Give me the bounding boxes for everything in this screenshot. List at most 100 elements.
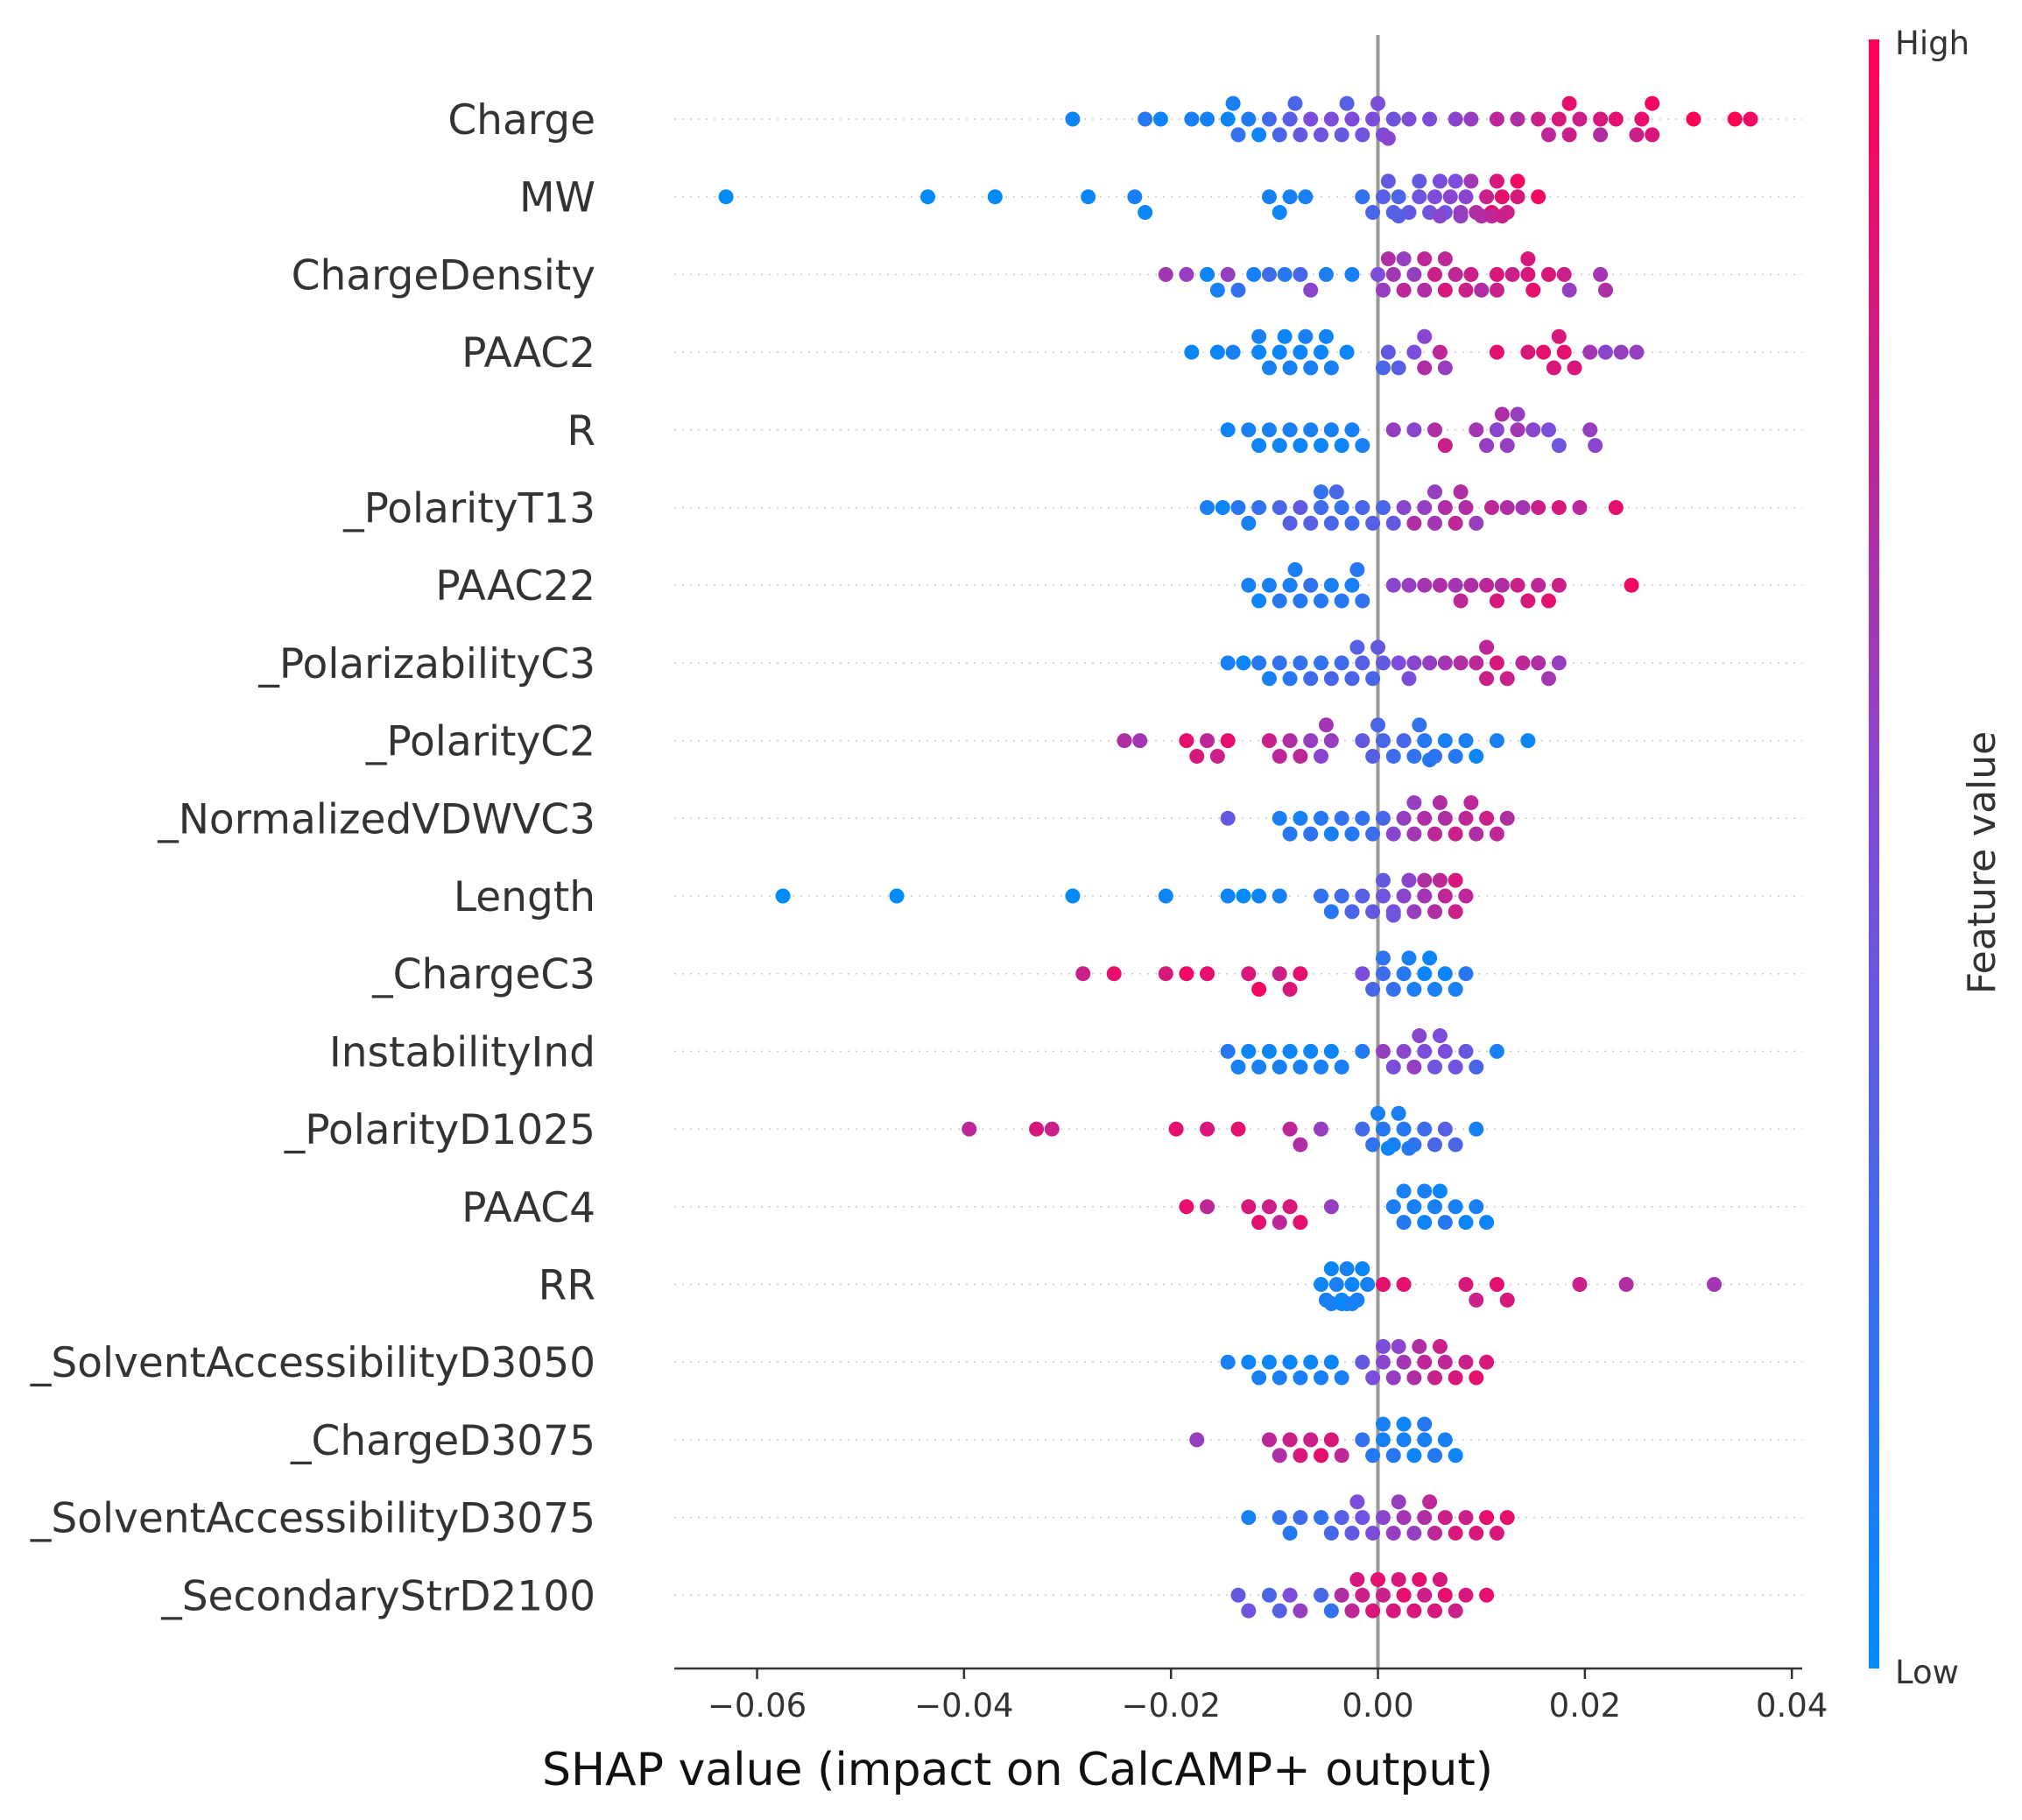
data-point xyxy=(1158,266,1173,282)
data-point xyxy=(1561,282,1577,298)
data-point xyxy=(1303,111,1319,127)
data-point xyxy=(1406,266,1422,282)
data-point xyxy=(1360,1277,1376,1292)
data-point xyxy=(1282,1199,1298,1215)
data-point xyxy=(1391,1105,1406,1121)
data-points xyxy=(718,95,1758,1619)
data-point xyxy=(1138,205,1153,221)
data-point xyxy=(1293,593,1308,609)
data-point xyxy=(1230,1121,1246,1137)
data-point xyxy=(1520,593,1536,609)
data-point xyxy=(1608,111,1624,127)
data-point xyxy=(1323,360,1339,376)
data-point xyxy=(1251,328,1267,344)
data-point xyxy=(1189,748,1205,764)
data-point xyxy=(1272,593,1287,609)
feature-label: R xyxy=(567,407,595,455)
data-point xyxy=(1375,888,1391,904)
feature-labels: Charge MW ChargeDensity PAAC2 R _PolarityT13 P… xyxy=(30,96,595,1620)
data-point xyxy=(1344,1603,1360,1619)
data-point xyxy=(1582,344,1598,360)
data-point xyxy=(1251,1059,1267,1075)
data-point xyxy=(1272,966,1287,982)
data-point xyxy=(1375,500,1391,515)
data-point xyxy=(1117,733,1132,749)
data-point xyxy=(1686,111,1701,127)
data-point xyxy=(1323,1603,1339,1619)
data-point xyxy=(1200,1121,1215,1137)
x-axis: −0.06 −0.04 −0.02 0.00 0.02 0.04 xyxy=(674,1667,1828,1725)
data-point xyxy=(1385,1603,1401,1619)
data-point xyxy=(1314,484,1329,500)
colorbar-title: Feature value xyxy=(1960,731,2004,994)
data-point xyxy=(1489,111,1504,127)
data-point xyxy=(1339,344,1355,360)
data-point xyxy=(1293,1215,1308,1231)
data-point xyxy=(1396,251,1412,267)
data-point xyxy=(1323,1432,1339,1448)
data-point xyxy=(1510,189,1525,205)
data-point xyxy=(1417,282,1433,298)
data-point xyxy=(1427,1199,1443,1215)
data-point xyxy=(1494,406,1510,422)
feature-label: Length xyxy=(454,873,595,921)
data-point xyxy=(1531,655,1546,671)
data-point xyxy=(1401,872,1417,888)
data-point xyxy=(1314,127,1329,143)
data-point xyxy=(1572,111,1588,127)
data-point xyxy=(1412,717,1427,733)
data-point xyxy=(1489,826,1504,842)
data-point xyxy=(1417,872,1433,888)
data-point xyxy=(1209,748,1225,764)
data-point xyxy=(1489,266,1504,282)
data-point xyxy=(1469,655,1484,671)
data-point xyxy=(1323,515,1339,531)
data-point xyxy=(1422,950,1438,966)
data-point xyxy=(1458,1043,1474,1059)
data-point xyxy=(1463,794,1479,810)
data-point xyxy=(1437,810,1453,826)
data-point xyxy=(1448,1199,1463,1215)
data-point xyxy=(1385,1370,1401,1386)
data-point xyxy=(1365,982,1381,998)
data-point xyxy=(1323,1296,1339,1311)
data-point xyxy=(1277,328,1293,344)
data-point xyxy=(1489,282,1504,298)
data-point xyxy=(1220,266,1236,282)
data-point xyxy=(1385,826,1401,842)
data-point xyxy=(1314,500,1329,515)
data-point xyxy=(1355,655,1370,671)
data-point xyxy=(1189,1432,1205,1448)
data-point xyxy=(1489,655,1504,671)
data-point xyxy=(1261,671,1277,687)
data-point xyxy=(1241,577,1257,593)
data-point xyxy=(1375,1338,1391,1354)
data-point xyxy=(1448,1137,1463,1153)
data-point xyxy=(1220,655,1236,671)
data-point xyxy=(1380,131,1396,146)
data-point xyxy=(1479,189,1495,205)
data-point xyxy=(1355,1261,1370,1277)
data-point xyxy=(1168,1121,1184,1137)
data-point xyxy=(1432,1183,1448,1199)
data-point xyxy=(1417,500,1433,515)
data-point xyxy=(1484,500,1500,515)
data-point xyxy=(1510,406,1525,422)
data-point xyxy=(1355,438,1370,454)
data-point xyxy=(1474,208,1490,224)
data-point xyxy=(1314,1121,1329,1137)
data-point xyxy=(1391,360,1406,376)
data-point xyxy=(1370,639,1386,655)
data-point xyxy=(1417,1121,1433,1137)
data-point xyxy=(1298,328,1314,344)
data-point xyxy=(1314,1277,1329,1292)
data-point xyxy=(1536,344,1552,360)
data-point xyxy=(1494,189,1510,205)
data-point xyxy=(1200,966,1215,982)
data-point xyxy=(1427,1448,1443,1464)
data-point xyxy=(1391,655,1406,671)
data-point xyxy=(1437,655,1453,671)
data-point xyxy=(1469,1121,1484,1137)
data-point xyxy=(1200,1199,1215,1215)
data-point xyxy=(1282,577,1298,593)
